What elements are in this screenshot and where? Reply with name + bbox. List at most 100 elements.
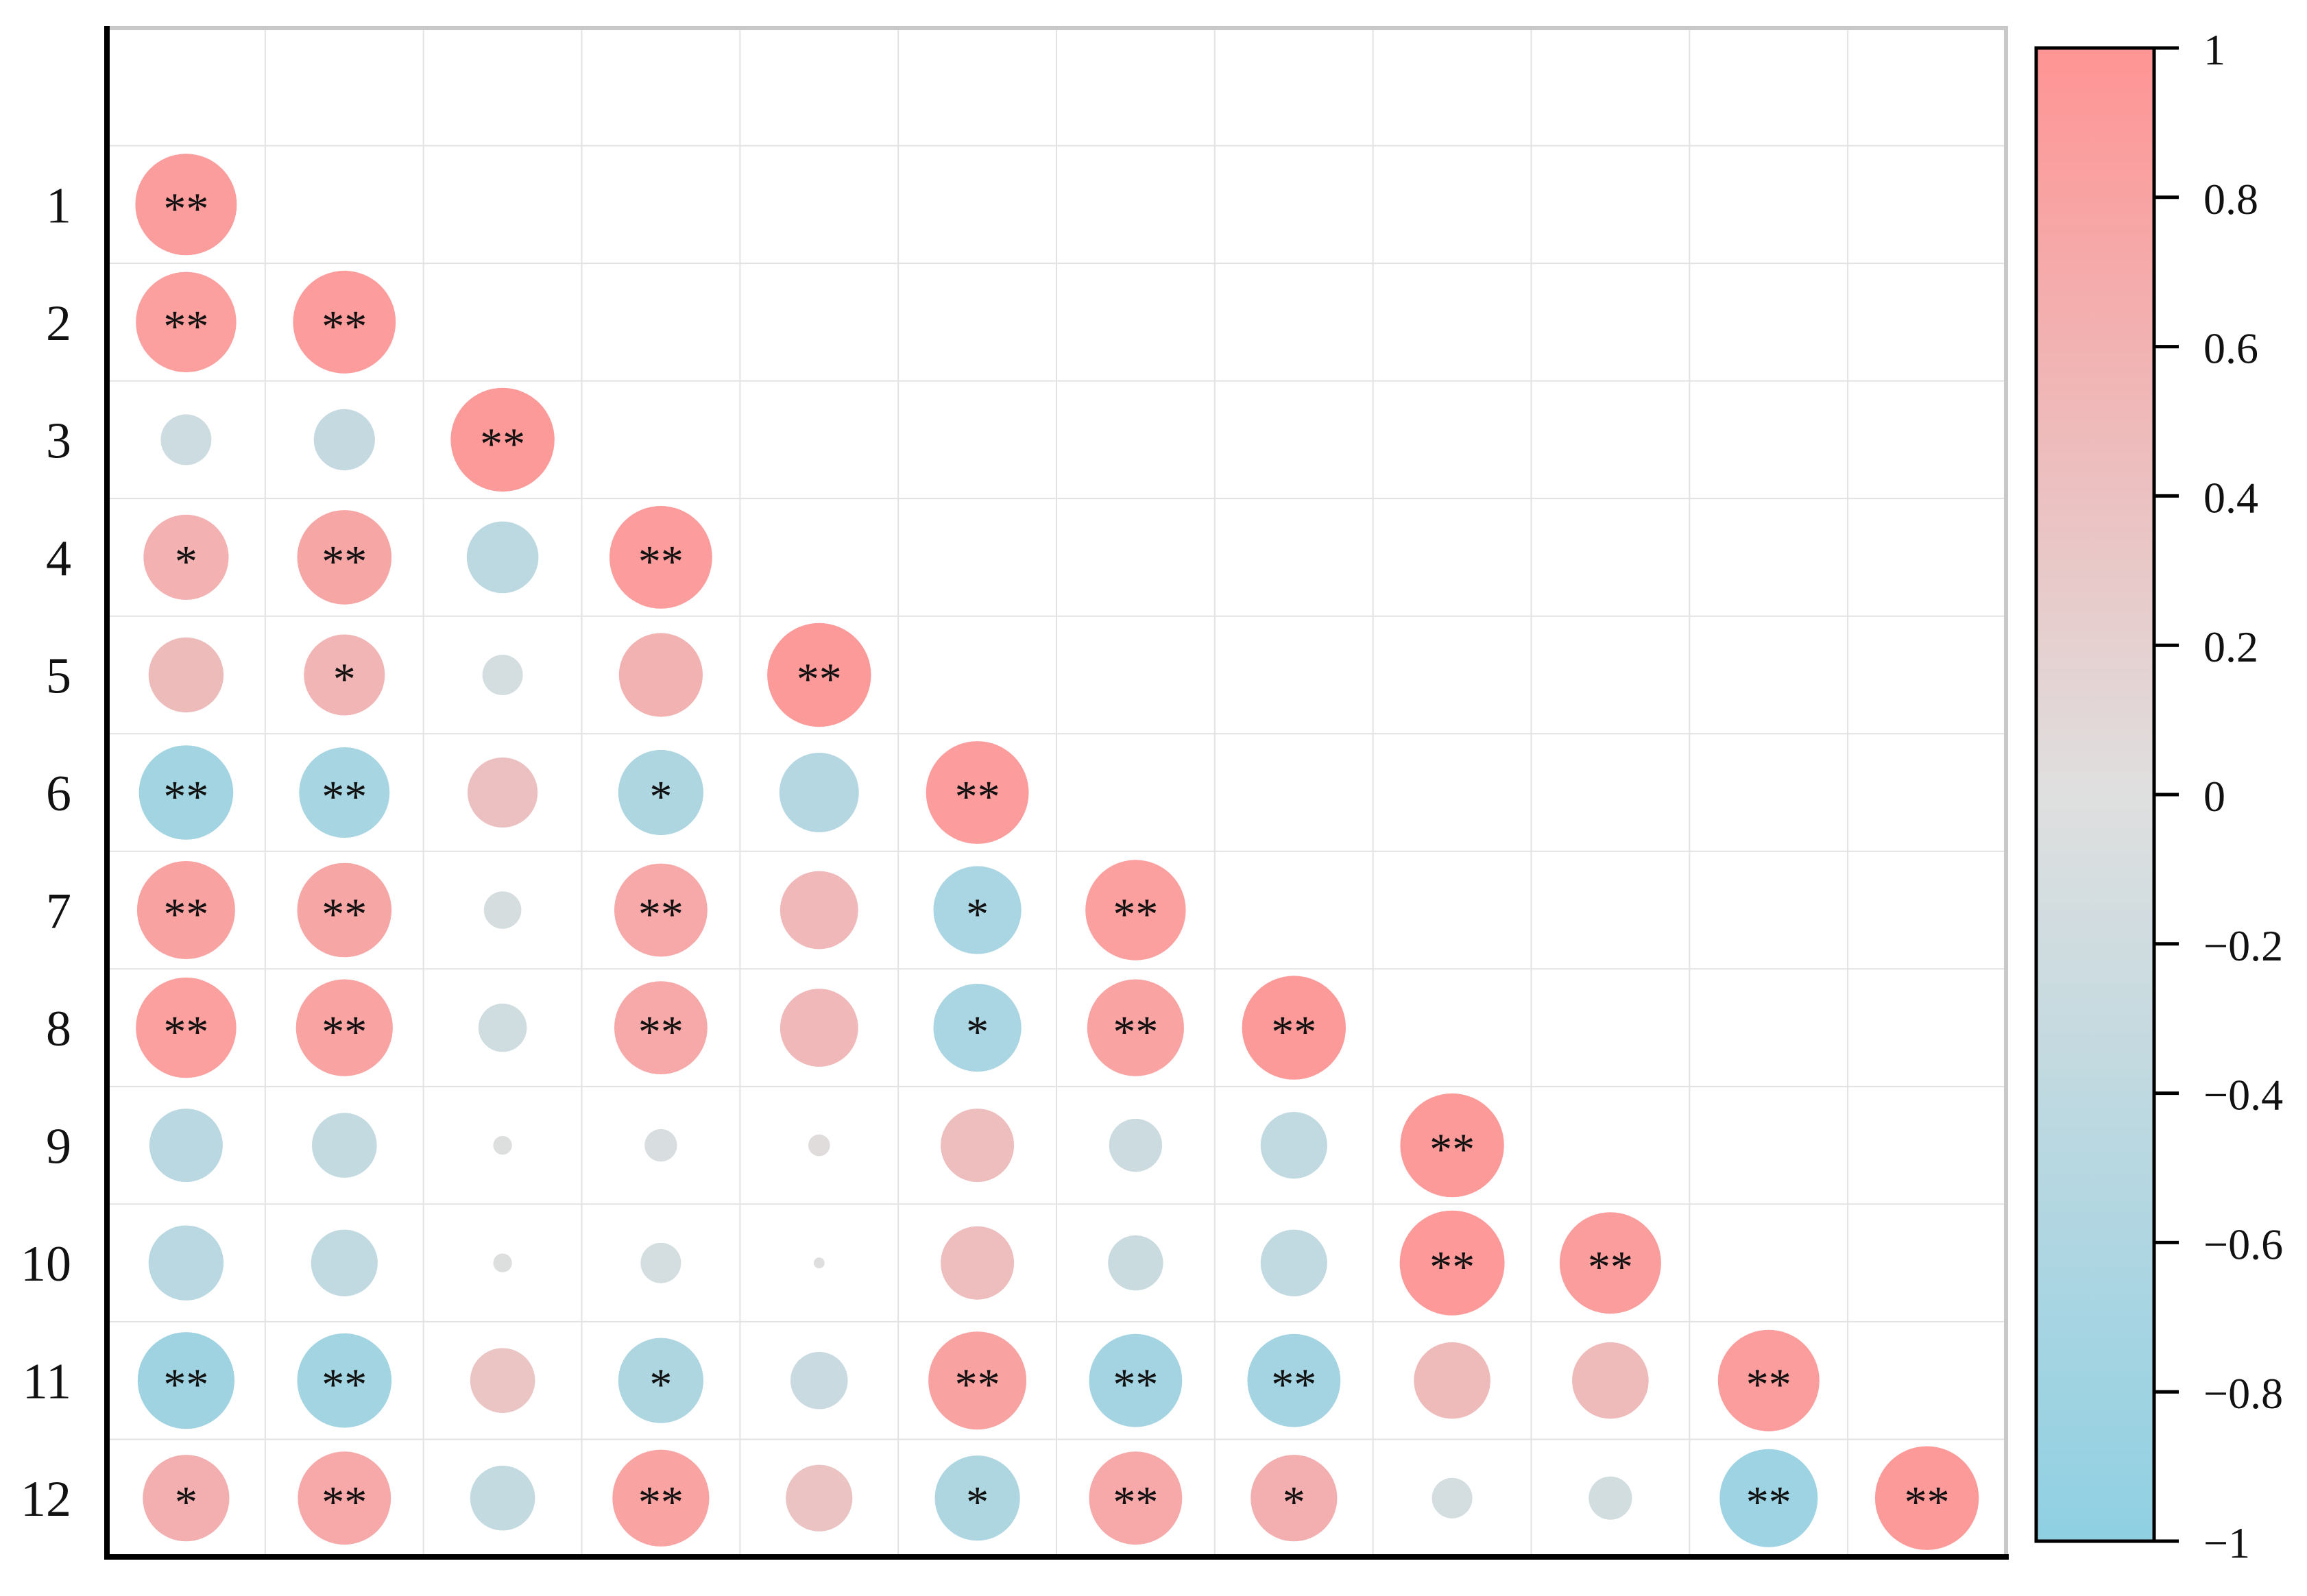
correlation-circle	[926, 741, 1029, 844]
significance-marker: *	[1283, 1477, 1305, 1527]
correlation-circle	[786, 1464, 853, 1532]
significance-marker: **	[480, 419, 525, 469]
correlation-circle	[136, 977, 237, 1078]
correlation-circle	[1874, 1446, 1979, 1550]
correlation-circle	[1085, 860, 1186, 960]
significance-marker: **	[322, 1360, 367, 1410]
correlation-circle	[933, 984, 1022, 1072]
correlation-circle	[493, 1135, 512, 1155]
significance-marker: **	[322, 302, 367, 352]
correlation-circle	[1089, 1333, 1183, 1427]
correlation-circle	[813, 1257, 825, 1269]
significance-marker: **	[797, 655, 842, 705]
correlation-circle	[1589, 1476, 1632, 1520]
y-tick-label: 7	[46, 884, 71, 940]
significance-marker: **	[955, 772, 1000, 822]
correlation-circle	[1414, 1342, 1490, 1419]
correlation-circle	[295, 979, 393, 1076]
correlation-circle	[1399, 1210, 1505, 1316]
significance-marker: **	[163, 1007, 208, 1057]
correlation-circle	[470, 1348, 535, 1413]
correlation-circle	[618, 633, 703, 717]
colorbar-tick-label: 0.2	[2203, 622, 2258, 671]
colorbar-ticks: 1 0.8 0.6 0.4 0.2 0 −0.2 −0.4 −0.6 −0.8 −1	[2154, 25, 2283, 1567]
correlation-circle	[614, 863, 708, 957]
correlation-circle	[312, 1113, 377, 1178]
colorbar-tick-label: 0.4	[2203, 473, 2258, 522]
significance-marker: **	[163, 890, 208, 940]
colorbar-tick-label: −0.6	[2203, 1220, 2283, 1268]
significance-marker: **	[322, 1477, 367, 1527]
significance-marker: *	[175, 1477, 197, 1527]
correlation-circle	[614, 981, 708, 1074]
correlation-circle	[135, 154, 237, 256]
significance-marker: **	[163, 184, 208, 234]
significance-marker: *	[649, 1360, 672, 1410]
correlation-circle	[483, 891, 522, 929]
correlation-circle	[767, 622, 871, 727]
correlation-circle	[482, 655, 523, 695]
correlation-circle	[779, 753, 859, 832]
correlation-circle	[143, 514, 229, 601]
significance-marker: **	[163, 1360, 208, 1410]
correlation-circle	[1089, 1451, 1183, 1545]
correlation-circle	[299, 747, 390, 838]
correlation-circle	[1717, 1329, 1820, 1431]
significance-marker: *	[966, 890, 989, 940]
significance-marker: **	[1429, 1242, 1475, 1292]
significance-marker: **	[1746, 1360, 1791, 1410]
y-tick-label: 5	[46, 649, 71, 705]
correlation-circle	[297, 862, 392, 958]
correlation-circle	[808, 1134, 830, 1157]
y-tick-label: 3	[46, 413, 71, 469]
significance-marker: **	[638, 537, 684, 587]
correlation-circle	[928, 1331, 1027, 1430]
significance-marker: **	[322, 890, 367, 940]
colorbar-tick-label: 0.8	[2203, 175, 2258, 223]
correlation-circle	[1087, 979, 1184, 1076]
correlation-circle	[138, 745, 234, 840]
correlation-circle	[618, 1338, 703, 1423]
correlation-circle	[297, 510, 392, 605]
significance-marker: *	[649, 772, 672, 822]
y-tick-label: 2	[46, 295, 71, 352]
correlation-circle	[136, 861, 235, 959]
correlation-circle	[780, 871, 858, 950]
correlation-circle	[1260, 1229, 1327, 1296]
correlation-circle	[470, 1465, 535, 1531]
y-tick-label: 4	[46, 531, 71, 587]
correlation-circle	[612, 1449, 710, 1547]
significance-marker: **	[638, 1007, 684, 1057]
correlation-circle	[493, 1253, 512, 1272]
correlation-circle	[1260, 1112, 1327, 1179]
colorbar-tick-label: 1	[2203, 25, 2225, 74]
correlation-circle	[149, 1109, 223, 1183]
significance-marker: **	[1905, 1477, 1950, 1527]
significance-marker: **	[1113, 1007, 1158, 1057]
correlation-circle	[933, 866, 1022, 954]
colorbar-tick-label: −0.8	[2203, 1369, 2283, 1418]
correlation-circle	[1108, 1235, 1163, 1291]
correlation-circle	[297, 1333, 392, 1428]
correlation-circle	[941, 1109, 1015, 1183]
correlation-circle	[293, 270, 396, 374]
correlation-circle	[644, 1128, 677, 1162]
y-tick-label: 10	[21, 1236, 71, 1292]
significance-marker: *	[175, 537, 197, 587]
correlation-circle	[1109, 1118, 1163, 1172]
significance-marker: **	[638, 1477, 684, 1527]
significance-marker: **	[1113, 890, 1158, 940]
correlation-circle	[941, 1226, 1015, 1300]
y-tick-label: 12	[21, 1471, 71, 1527]
significance-marker: *	[333, 655, 356, 705]
correlation-circle	[934, 1455, 1020, 1541]
colorbar-tick-label: −0.4	[2203, 1071, 2283, 1120]
correlation-circle	[1432, 1477, 1473, 1519]
correlation-circle	[298, 1451, 391, 1545]
correlation-circle	[780, 989, 858, 1067]
correlation-circle	[790, 1351, 848, 1410]
colorbar-tick-label: 0.6	[2203, 324, 2258, 373]
correlation-circle	[160, 414, 212, 466]
correlation-circle	[313, 409, 375, 471]
